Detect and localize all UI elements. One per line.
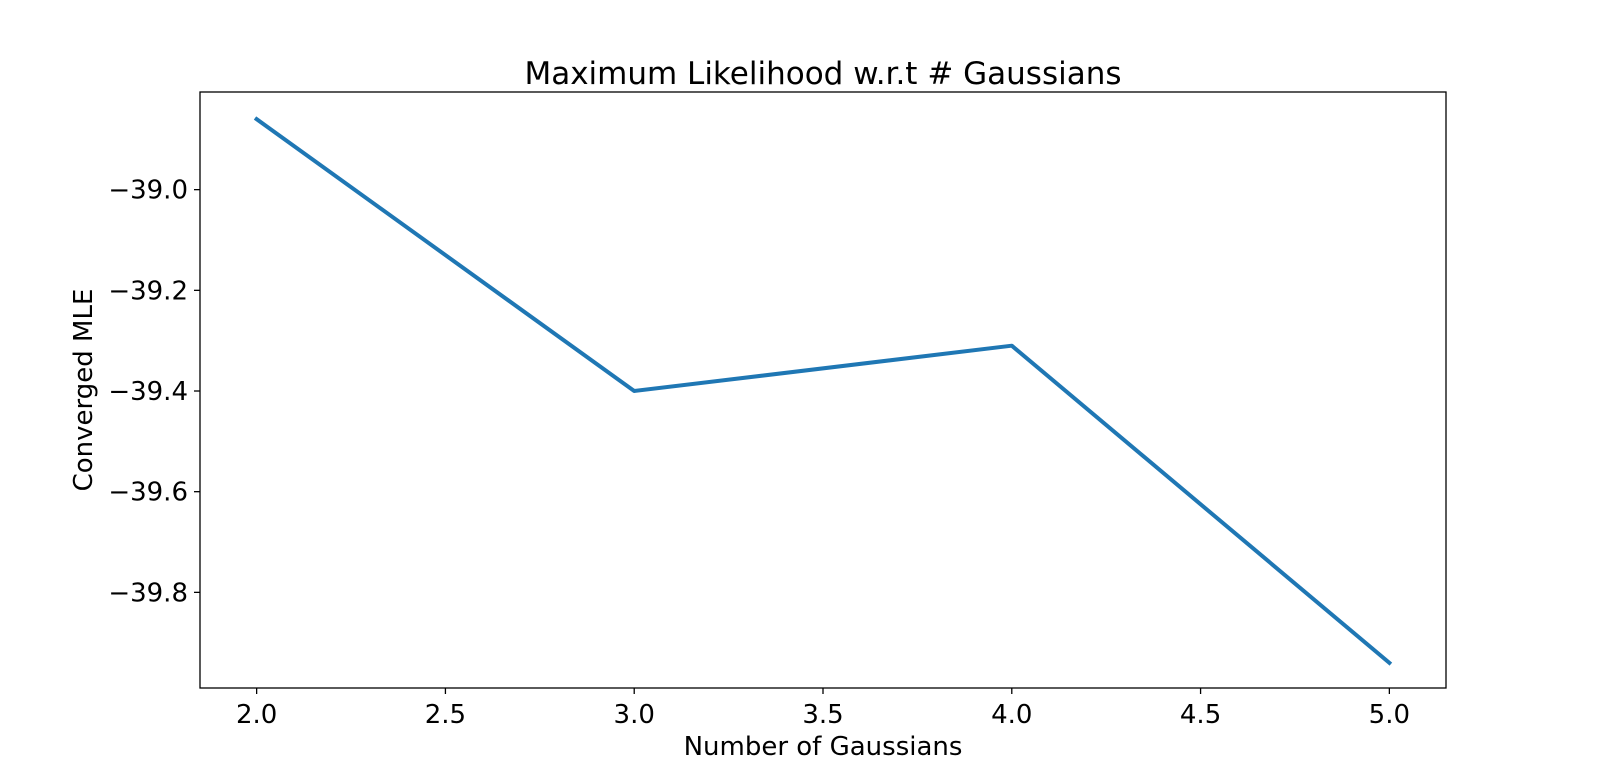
y-tick-label: −39.8 — [108, 578, 188, 608]
plot-area: 2.0 2.5 3.0 3.5 4.0 4.5 5.0 −39.0 −39.2 −39.4 −39.… — [108, 91, 1447, 730]
y-axis-label: Converged MLE — [69, 289, 99, 492]
y-tick-label: −39.6 — [108, 478, 188, 508]
y-tick-label: −39.4 — [108, 377, 188, 407]
y-tick-label: −39.2 — [108, 276, 188, 306]
chart-title: Maximum Likelihood w.r.t # Gaussians — [524, 56, 1121, 92]
x-tick-label: 4.0 — [991, 700, 1032, 730]
x-tick-label: 3.0 — [614, 700, 655, 730]
x-tick-label: 2.5 — [425, 700, 466, 730]
y-tick-label: −39.0 — [108, 176, 188, 206]
x-tick-label: 5.0 — [1369, 700, 1410, 730]
x-axis-label: Number of Gaussians — [684, 732, 963, 762]
series-line-0 — [253, 116, 1393, 666]
x-tick-label: 3.5 — [802, 700, 843, 730]
x-tick-label: 2.0 — [236, 700, 277, 730]
x-tick-label: 4.5 — [1180, 700, 1221, 730]
